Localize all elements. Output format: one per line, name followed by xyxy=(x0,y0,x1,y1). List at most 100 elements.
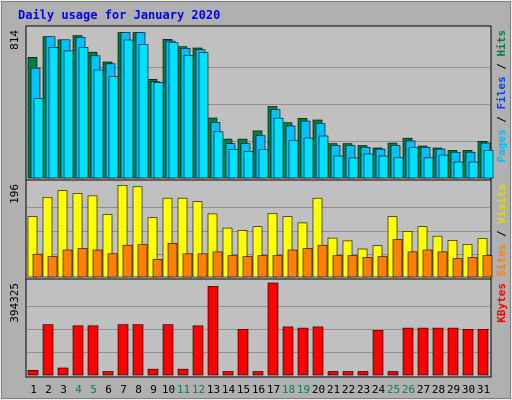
x-tick-label-day-27: 27 xyxy=(417,383,430,396)
x-tick-label-day-16: 16 xyxy=(252,383,265,396)
bar-visits-day-10 xyxy=(162,197,173,278)
x-tick-label-day-2: 2 xyxy=(45,383,52,396)
bar-kbytes-day-29 xyxy=(447,327,459,376)
bar-kbytes-day-6 xyxy=(102,371,114,376)
bar-sites-day-31 xyxy=(482,255,493,278)
bar-sites-day-30 xyxy=(467,257,478,278)
bar-sites-day-21 xyxy=(332,255,343,278)
bar-kbytes-day-3 xyxy=(57,367,69,376)
x-tick-label-day-17: 17 xyxy=(267,383,280,396)
x-tick-label-day-29: 29 xyxy=(447,383,460,396)
x-tick-label-day-12: 12 xyxy=(192,383,205,396)
bar-pages-day-15 xyxy=(243,151,254,179)
bar-sites-day-20 xyxy=(317,244,328,278)
bar-kbytes-day-7 xyxy=(117,324,129,376)
panel-visits-sites: 196 Sites / Visits xyxy=(8,179,508,280)
bar-pages-day-21 xyxy=(333,155,344,179)
bar-kbytes-day-15 xyxy=(237,328,249,376)
panel-kbytes: 394325 KBytes xyxy=(8,278,508,378)
bar-kbytes-day-20 xyxy=(312,326,324,376)
bar-pages-day-14 xyxy=(228,149,239,179)
legend-kbytes: KBytes xyxy=(495,283,508,323)
bar-pages-day-20 xyxy=(318,135,329,179)
x-tick-label-day-25: 25 xyxy=(387,383,400,396)
series-sites xyxy=(32,239,493,278)
bar-kbytes-day-12 xyxy=(192,325,204,376)
bar-pages-day-29 xyxy=(453,161,464,179)
bar-kbytes-day-8 xyxy=(132,324,144,376)
legend-visits: Visits xyxy=(495,184,508,224)
bar-pages-day-9 xyxy=(153,82,164,179)
bar-pages-day-22 xyxy=(348,157,359,179)
bar-sites-day-4 xyxy=(77,248,88,278)
bar-sites-day-11 xyxy=(182,253,193,278)
bar-sites-day-19 xyxy=(302,248,313,278)
bar-kbytes-day-4 xyxy=(72,325,84,376)
bar-sites-day-1 xyxy=(32,253,43,278)
bar-pages-day-19 xyxy=(303,137,314,179)
bar-visits-day-2 xyxy=(42,197,53,278)
bar-kbytes-day-13 xyxy=(207,285,219,376)
panel-legend: KBytes xyxy=(495,283,508,323)
x-tick-label-day-21: 21 xyxy=(327,383,340,396)
bar-visits-day-17 xyxy=(267,213,278,278)
bar-pages-day-13 xyxy=(213,131,224,179)
bar-kbytes-day-25 xyxy=(387,371,399,376)
bar-kbytes-day-2 xyxy=(42,324,54,376)
series-pages xyxy=(33,39,494,179)
panel-legend: Sites / Visits xyxy=(495,184,508,277)
legend-sites: Sites xyxy=(495,244,508,277)
legend-separator: / xyxy=(495,110,508,130)
x-tick-label-day-7: 7 xyxy=(120,383,127,396)
panel-max-label: 394325 xyxy=(8,283,21,323)
bar-sites-day-14 xyxy=(227,255,238,278)
bar-sites-day-2 xyxy=(47,256,58,278)
x-tick-label-day-6: 6 xyxy=(105,383,112,396)
panel-background xyxy=(25,278,492,378)
bar-sites-day-15 xyxy=(242,256,253,278)
bar-kbytes-day-28 xyxy=(432,327,444,376)
x-tick-label-day-4: 4 xyxy=(75,383,82,396)
bar-pages-day-1 xyxy=(33,98,44,179)
bar-pages-day-31 xyxy=(483,150,494,179)
bar-sites-day-16 xyxy=(257,255,268,278)
bar-sites-day-28 xyxy=(437,251,448,278)
x-tick-label-day-28: 28 xyxy=(432,383,445,396)
bar-sites-day-17 xyxy=(272,255,283,278)
bar-kbytes-day-31 xyxy=(477,328,489,376)
x-tick-label-day-22: 22 xyxy=(342,383,355,396)
panel-legend-text: Pages / Files / Hits xyxy=(495,30,508,163)
bar-pages-day-2 xyxy=(48,46,59,179)
panel-legend-text: Sites / Visits xyxy=(495,184,508,277)
bar-kbytes-day-27 xyxy=(417,327,429,376)
x-tick-label-day-14: 14 xyxy=(222,383,236,396)
bar-pages-day-6 xyxy=(108,76,119,179)
bar-kbytes-day-30 xyxy=(462,328,474,376)
x-tick-label-day-19: 19 xyxy=(297,383,310,396)
x-tick-label-day-11: 11 xyxy=(177,383,190,396)
bar-visits-day-18 xyxy=(282,216,293,278)
bar-pages-day-28 xyxy=(438,154,449,179)
bar-visits-day-6 xyxy=(102,214,113,278)
bar-sites-day-9 xyxy=(152,259,163,278)
bar-visits-day-20 xyxy=(312,197,323,278)
chart-panels: 814 Pages / Files / Hits 196 Sites / Visits… xyxy=(8,25,508,378)
bar-pages-day-8 xyxy=(138,44,149,179)
panel-hits-files-pages: 814 Pages / Files / Hits xyxy=(8,25,508,181)
bar-sites-day-26 xyxy=(407,251,418,278)
legend-separator: / xyxy=(495,224,508,244)
bar-pages-day-18 xyxy=(288,140,299,179)
bar-pages-day-11 xyxy=(183,55,194,179)
x-tick-label-day-23: 23 xyxy=(357,383,370,396)
x-tick-label-day-10: 10 xyxy=(162,383,175,396)
x-tick-label-day-24: 24 xyxy=(372,383,386,396)
bar-pages-day-10 xyxy=(168,42,179,179)
bar-kbytes-day-10 xyxy=(162,324,174,376)
x-tick-label-day-9: 9 xyxy=(150,383,157,396)
panel-max-label: 196 xyxy=(8,184,21,204)
bar-kbytes-day-19 xyxy=(297,327,309,376)
x-tick-label-day-8: 8 xyxy=(135,383,142,396)
bar-kbytes-day-18 xyxy=(282,326,294,376)
